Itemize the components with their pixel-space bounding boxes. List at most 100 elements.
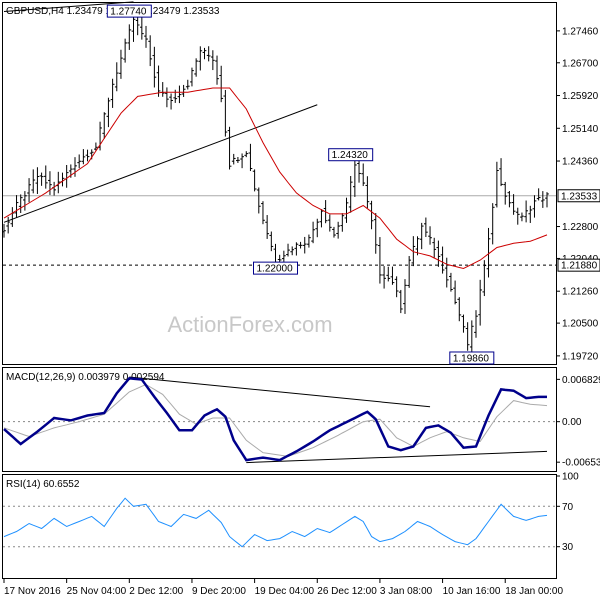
ohlc-bar [319, 209, 324, 228]
ohlc-bar [307, 234, 311, 248]
ohlc-bar [194, 58, 199, 77]
ohlc-bar [185, 79, 190, 90]
ohlc-bar [236, 157, 240, 164]
ohlc-bar [532, 195, 537, 218]
ohlc-bar [106, 97, 111, 128]
ohlc-bar [2, 223, 6, 238]
y-tick-label: 30 [562, 542, 574, 553]
annotation-box [328, 148, 374, 162]
ohlc-bar [39, 172, 44, 186]
ohlc-bar [231, 153, 236, 165]
ohlc-bar [419, 222, 424, 250]
ohlc-bar [482, 260, 487, 297]
ohlc-bar [219, 65, 224, 103]
x-tick-label: 17 Nov 2016 [4, 586, 61, 597]
annotation-box [106, 4, 152, 18]
ohlc-bar [365, 176, 370, 209]
macd-signal-line [3, 383, 548, 457]
ohlc-bar [361, 163, 366, 187]
ohlc-bar [131, 15, 136, 42]
ohlc-bar [165, 87, 169, 108]
ohlc-bar [123, 38, 128, 63]
x-tick-label: 3 Jan 08:00 [380, 586, 433, 597]
ohlc-bar [474, 310, 478, 338]
ohlc-bar [386, 266, 391, 282]
y-tick-label: 1.24360 [562, 157, 599, 168]
y-tick-label: 1.20500 [562, 319, 599, 330]
ohlc-bar [265, 215, 270, 239]
rsi-panel: RSI(14) 60.6552 100 70 30 [2, 472, 579, 579]
x-tick-label: 9 Dec 20:00 [192, 586, 246, 597]
ohlc-bar [127, 24, 132, 50]
ohlc-bar [244, 151, 249, 158]
ohlc-bar [344, 197, 349, 223]
ohlc-bar [269, 231, 274, 252]
y-tick-label: 1.19720 [562, 351, 599, 362]
ohlc-bar [198, 46, 203, 71]
ohlc-bar [169, 93, 173, 110]
price-annotations: 1.27740 1.24320 1.22000 1.19860 [106, 4, 495, 365]
ohlc-bar [490, 203, 495, 245]
ohlc-bar [286, 243, 290, 257]
ohlc-bar [302, 236, 307, 254]
ohlc-bar [378, 237, 382, 284]
ohlc-bar [181, 84, 186, 97]
rsi-panel-frame [2, 474, 557, 579]
annotation-label: 1.24320 [332, 150, 369, 161]
rsi-y-axis: 100 70 30 [3, 472, 579, 553]
ohlc-bar [436, 240, 441, 267]
ohlc-bar [144, 25, 148, 48]
ohlc-bar [311, 221, 315, 244]
rsi-line [3, 497, 548, 548]
ohlc-bar [48, 171, 52, 195]
ohlc-bar [515, 207, 520, 225]
ohlc-bar [453, 280, 457, 305]
ohlc-bar [449, 272, 453, 292]
ohlc-bar [240, 153, 244, 169]
ohlc-bar [31, 169, 36, 194]
ohlc-bar [536, 188, 541, 201]
ohlc-bar [23, 191, 27, 211]
price-label-current: 1.23533 [557, 189, 600, 203]
macd-panel-title: MACD(12,26,9) 0.003979 0.002594 [6, 372, 165, 383]
ohlc-bar [206, 46, 211, 62]
ohlc-bar [524, 200, 528, 223]
price-annotation: 1.27740 [106, 4, 152, 18]
ohlc-bar [298, 241, 303, 249]
y-tick-label: 1.25140 [562, 124, 599, 135]
trendline [246, 450, 548, 464]
ohlc-bar [227, 126, 232, 170]
y-tick-label: 1.21260 [562, 287, 599, 298]
ohlc-bar [294, 242, 299, 256]
ohlc-bar [352, 159, 357, 197]
ohlc-bar [423, 217, 428, 238]
ohlc-bar [340, 213, 345, 232]
y-tick-label: 1.27460 [562, 26, 599, 37]
price-panel: GBPUSD,H4 1.23479 1.23631 1.23479 1.2353… [2, 1, 600, 365]
ohlc-bar [332, 226, 336, 238]
annotation-label: 1.27740 [110, 7, 147, 18]
ohlc-bar [110, 78, 115, 108]
trendline [3, 1, 134, 13]
price-annotation: 1.22000 [253, 261, 298, 275]
ohlc-bar [102, 112, 107, 139]
ohlc-bar [478, 279, 483, 326]
ohlc-bar [503, 181, 508, 205]
trendlines-price [3, 1, 318, 223]
x-tick-label: 25 Nov 04:00 [67, 586, 127, 597]
annotation-label: 1.19860 [453, 353, 490, 364]
ohlc-bar [77, 154, 82, 169]
annotation-label: 1.22000 [257, 264, 294, 275]
price-label-support: 1.21880 [557, 258, 600, 272]
ohlc-bar [428, 226, 432, 245]
y-tick-label: 0.00 [562, 417, 582, 428]
ohlc-bar [432, 237, 437, 258]
ohlc-bar [210, 50, 215, 71]
ohlc-bar [18, 194, 23, 214]
y-tick-label: 70 [562, 502, 574, 513]
ohlc-bar [457, 297, 462, 322]
y-tick-label: 1.22800 [562, 222, 599, 233]
ohlc-bar [486, 227, 491, 278]
